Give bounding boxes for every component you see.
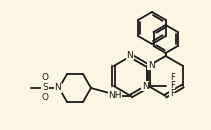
Text: N: N (127, 50, 133, 60)
Text: F: F (170, 73, 175, 83)
Text: N: N (148, 60, 155, 70)
Text: N: N (55, 83, 61, 93)
Text: NH: NH (108, 92, 122, 100)
Text: F: F (170, 82, 175, 90)
Text: F: F (170, 89, 175, 99)
Text: O: O (42, 93, 49, 102)
Text: S: S (42, 83, 48, 93)
Text: N: N (142, 82, 149, 90)
Text: O: O (42, 73, 49, 83)
